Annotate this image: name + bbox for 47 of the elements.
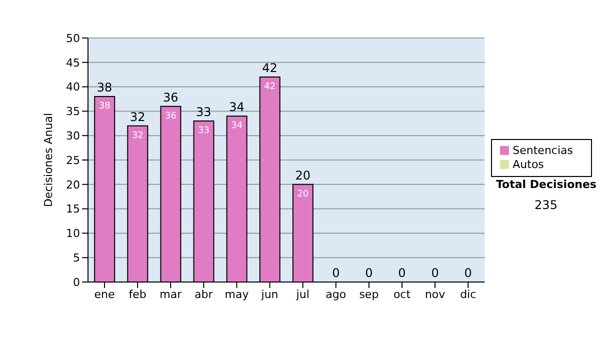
legend-label: Autos (512, 158, 544, 171)
y-tick-label: 35 (66, 105, 80, 118)
x-tick-label: jul (295, 288, 310, 301)
y-tick-label: 20 (66, 178, 80, 192)
text: Total Decisiones (496, 178, 596, 191)
x-tick-label: oct (393, 288, 412, 301)
data-label: 20 (297, 189, 309, 200)
total-label: 42 (262, 61, 278, 76)
x-tick-label: ene (94, 288, 116, 301)
y-tick-label: 25 (66, 154, 80, 167)
y-tick-label: 30 (66, 130, 80, 143)
legend-label: Sentencias (512, 144, 573, 157)
total-label: 0 (398, 266, 406, 280)
x-tick-label: may (224, 288, 250, 301)
total-label: 36 (162, 90, 178, 104)
data-label: 34 (231, 121, 243, 132)
y-tick-label: 10 (66, 227, 80, 240)
total-label: 32 (130, 110, 146, 124)
y-axis-title: Decisiones Anual (42, 112, 55, 208)
y-tick-label: 50 (66, 32, 80, 45)
data-label: 42 (264, 82, 276, 92)
x-tick-label: sep (359, 288, 379, 301)
data-label: 32 (132, 130, 144, 141)
x-tick-label: nov (424, 288, 446, 301)
total-label: 33 (196, 104, 212, 119)
y-tick-label: 0 (73, 276, 80, 289)
data-label: 38 (98, 102, 111, 112)
data-label: 36 (164, 111, 177, 122)
total-label: 0 (365, 266, 373, 280)
x-tick-label: ago (326, 288, 346, 301)
total-label: 38 (96, 80, 112, 95)
total-label: 34 (229, 100, 244, 114)
data-label: 33 (198, 126, 210, 136)
y-tick-label: 5 (73, 252, 80, 265)
total-label: 0 (431, 266, 439, 280)
total-label: 20 (295, 168, 310, 182)
y-tick-label: 15 (66, 202, 80, 216)
x-tick-label: feb (128, 288, 146, 301)
x-tick-label: dic (460, 288, 476, 301)
total-label: 0 (464, 266, 472, 280)
text: 235 (534, 198, 558, 212)
x-tick-label: abr (194, 288, 214, 301)
x-tick-label: mar (160, 288, 182, 301)
y-tick-label: 45 (66, 56, 80, 70)
total-label: 0 (332, 266, 340, 280)
x-tick-label: jun (260, 288, 278, 301)
y-tick-label: 40 (66, 80, 80, 94)
